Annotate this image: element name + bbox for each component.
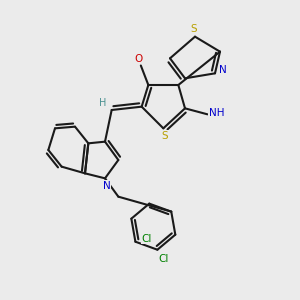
Text: O: O bbox=[134, 54, 142, 64]
Text: N: N bbox=[219, 65, 226, 75]
Text: S: S bbox=[161, 131, 168, 141]
Text: NH: NH bbox=[209, 108, 224, 118]
Text: S: S bbox=[190, 24, 197, 34]
Text: H: H bbox=[99, 98, 106, 108]
Text: Cl: Cl bbox=[158, 254, 169, 264]
Text: N: N bbox=[103, 181, 110, 191]
Text: Cl: Cl bbox=[142, 234, 152, 244]
